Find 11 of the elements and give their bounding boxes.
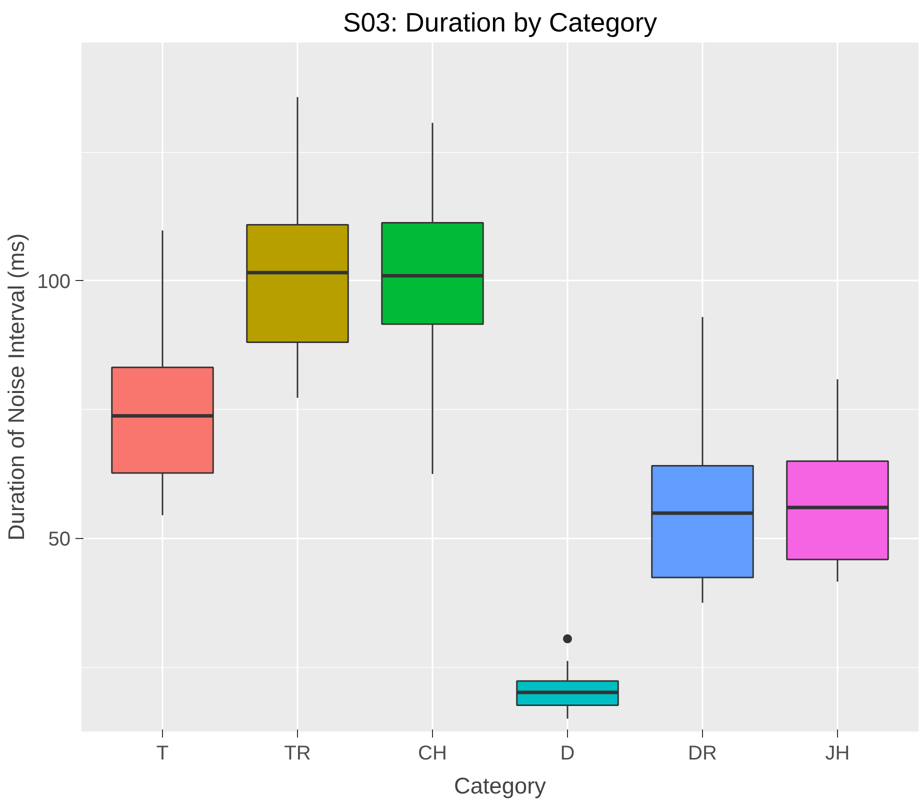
- x-tick-label: DR: [688, 742, 717, 764]
- x-axis-title: Category: [454, 772, 547, 798]
- y-tick-label: 100: [37, 270, 71, 293]
- x-tick-label: TR: [284, 742, 311, 764]
- x-tick-label: D: [560, 742, 575, 764]
- y-tick-label: 50: [48, 528, 71, 550]
- x-tick-label: T: [156, 742, 169, 764]
- y-axis-title: Duration of Noise Interval (ms): [3, 233, 30, 541]
- x-tick-label: CH: [418, 742, 447, 764]
- chart-title: S03: Duration by Category: [342, 8, 658, 38]
- x-tick-label: JH: [825, 742, 850, 764]
